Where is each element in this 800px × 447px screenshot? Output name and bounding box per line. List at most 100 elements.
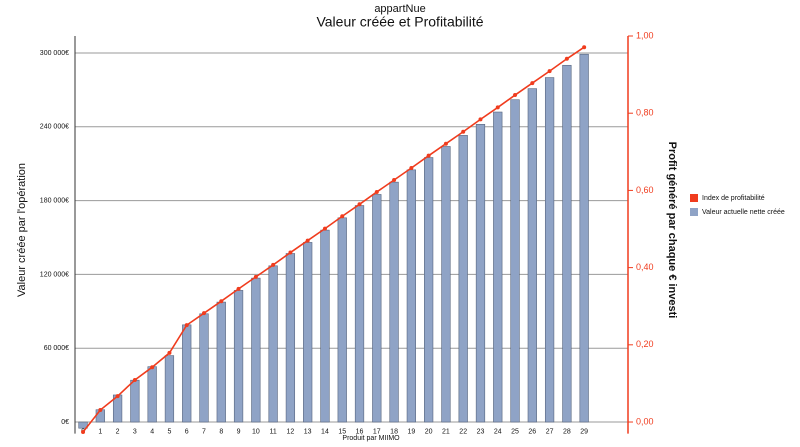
bar — [337, 217, 347, 423]
line-point — [340, 214, 345, 219]
bar — [268, 265, 278, 423]
x-tick-label: 18 — [390, 428, 398, 435]
bar — [285, 253, 296, 423]
bar — [78, 421, 88, 429]
x-tick-label: 17 — [373, 428, 381, 435]
bar — [130, 379, 140, 423]
x-tick-label: 5 — [167, 428, 171, 435]
x-tick-label: 25 — [511, 428, 519, 435]
x-tick-label: 26 — [528, 428, 536, 435]
line-point — [167, 350, 172, 355]
bar — [147, 366, 157, 423]
line-point — [98, 408, 103, 413]
x-tick-label: 19 — [407, 428, 415, 435]
line-point — [513, 93, 518, 98]
line-point — [288, 250, 293, 255]
x-tick-label: 8 — [219, 428, 223, 435]
y2-tick-label: 0,00 — [636, 416, 654, 426]
y2-tick-label: 1,00 — [636, 30, 654, 40]
line-point — [219, 299, 224, 304]
x-tick-label: 10 — [252, 428, 260, 435]
x-tick-label: 1 — [98, 428, 102, 435]
x-tick-label: 22 — [459, 428, 467, 435]
x-tick-label: 27 — [546, 428, 554, 435]
x-tick-label: 20 — [425, 428, 433, 435]
line-point — [582, 45, 587, 50]
x-tick-label: 9 — [237, 428, 241, 435]
y2-axis-label: Profit généré par chaque € investi — [666, 142, 678, 319]
line-point — [495, 105, 500, 110]
bar — [458, 135, 468, 423]
line-point — [547, 69, 552, 74]
x-tick-label: 24 — [494, 428, 502, 435]
line-point — [322, 226, 327, 231]
line-point — [253, 274, 258, 279]
x-tick-label: 7 — [202, 428, 206, 435]
bar — [493, 111, 503, 423]
chart-subtitle: appartNue — [374, 3, 425, 15]
line-point — [461, 129, 466, 134]
x-tick-label: 11 — [269, 428, 276, 435]
x-tick-label: 3 — [133, 428, 137, 435]
line-point — [374, 189, 379, 194]
line-point — [184, 323, 189, 328]
y-tick-label: 120 000€ — [40, 271, 69, 278]
line — [82, 46, 585, 433]
x-tick-label: 21 — [442, 428, 450, 435]
legend-swatch — [690, 208, 698, 216]
bar — [354, 205, 365, 423]
legend-swatch — [690, 194, 698, 202]
y2-tick-label: 0,60 — [636, 185, 654, 195]
x-tick-label: 6 — [185, 428, 189, 435]
bar — [527, 88, 537, 423]
bar — [544, 77, 555, 423]
x-tick-label: 23 — [477, 428, 485, 435]
bar — [510, 99, 520, 423]
bar — [233, 290, 244, 423]
bar — [182, 324, 192, 423]
line-point — [478, 117, 483, 122]
x-tick-label: 29 — [580, 428, 588, 435]
legend-label: Valeur actuelle nette créée — [702, 209, 785, 216]
bar — [372, 194, 382, 423]
line-point — [564, 56, 569, 61]
x-tick-label: 16 — [356, 428, 364, 435]
x-tick-label: 12 — [287, 428, 295, 435]
line-point — [409, 166, 414, 171]
x-axis-label: Produit par MIIMO — [342, 435, 400, 442]
line-point — [202, 311, 206, 316]
x-tick-label: 13 — [304, 428, 312, 435]
y2-tick-label: 0,80 — [636, 108, 654, 118]
bar — [303, 242, 313, 423]
y2-tick-label: 0,20 — [636, 339, 654, 349]
bar — [251, 277, 261, 423]
line-point — [271, 262, 276, 267]
bar — [199, 313, 209, 423]
line-point — [150, 365, 155, 370]
x-tick-label: 14 — [321, 428, 329, 435]
line-point — [357, 202, 362, 207]
x-tick-label: 4 — [150, 428, 154, 435]
x-tick-label: 15 — [338, 428, 346, 435]
bar — [389, 181, 399, 423]
chart-title: Valeur créée et Profitabilité — [316, 14, 483, 30]
bar — [406, 169, 416, 423]
y-tick-label: 0€ — [61, 419, 69, 426]
bar — [320, 229, 330, 423]
bar — [164, 355, 175, 423]
y-axis-label: Valeur créée par l'opération — [16, 163, 28, 297]
line-point — [132, 377, 137, 382]
bar — [579, 53, 589, 423]
line-point — [426, 153, 431, 158]
x-tick-label: 28 — [563, 428, 571, 435]
bar — [441, 146, 451, 423]
x-tick-label: 2 — [116, 428, 120, 435]
y-tick-label: 180 000€ — [40, 197, 69, 204]
bar — [216, 301, 226, 423]
y-tick-label: 60 000€ — [44, 345, 69, 352]
y2-tick-label: 0,40 — [636, 262, 654, 272]
line-point — [115, 394, 120, 399]
legend-label: Index de profitabilité — [702, 195, 765, 202]
y-tick-label: 240 000€ — [40, 124, 69, 131]
